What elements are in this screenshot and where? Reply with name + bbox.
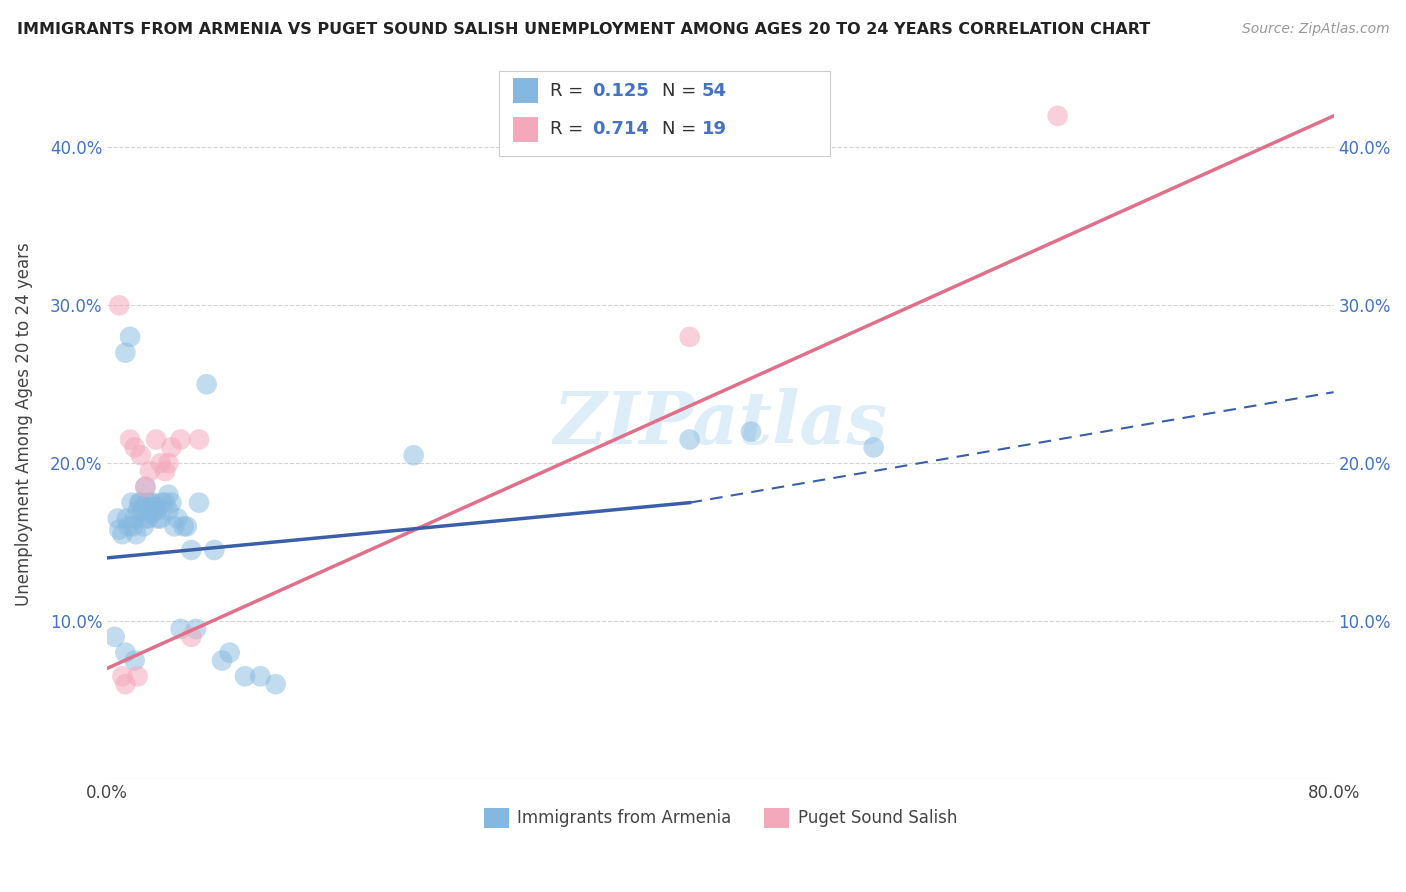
Point	[402, 448, 425, 462]
Point	[679, 433, 702, 447]
Point	[176, 519, 198, 533]
Point	[149, 456, 172, 470]
Point	[128, 496, 150, 510]
Point	[134, 511, 156, 525]
Point	[107, 511, 129, 525]
Point	[129, 496, 152, 510]
Point	[157, 503, 180, 517]
Point	[134, 480, 156, 494]
Legend: Immigrants from Armenia, Puget Sound Salish: Immigrants from Armenia, Puget Sound Sal…	[477, 801, 963, 835]
Point	[862, 441, 884, 455]
Text: R =: R =	[550, 120, 589, 138]
Point	[150, 496, 173, 510]
Point	[122, 519, 145, 533]
Point	[188, 496, 211, 510]
Point	[135, 496, 157, 510]
Point	[195, 377, 218, 392]
Point	[149, 511, 172, 525]
Text: ZIPatlas: ZIPatlas	[554, 388, 887, 459]
Point	[188, 433, 211, 447]
Point	[264, 677, 287, 691]
Point	[146, 511, 169, 525]
Text: R =: R =	[550, 82, 589, 100]
Text: 0.125: 0.125	[592, 82, 648, 100]
Point	[114, 345, 136, 359]
Point	[124, 653, 146, 667]
Point	[131, 503, 153, 517]
Point	[132, 519, 155, 533]
Point	[218, 646, 240, 660]
Point	[124, 511, 146, 525]
Point	[740, 425, 762, 439]
Point	[108, 523, 131, 537]
Point	[108, 298, 131, 312]
Text: N =: N =	[662, 82, 702, 100]
Text: Source: ZipAtlas.com: Source: ZipAtlas.com	[1241, 22, 1389, 37]
Point	[1046, 109, 1069, 123]
Point	[129, 448, 152, 462]
Point	[118, 330, 141, 344]
Point	[169, 433, 191, 447]
Point	[114, 646, 136, 660]
Point	[155, 496, 177, 510]
Point	[115, 511, 138, 525]
Point	[141, 507, 163, 521]
Point	[155, 464, 177, 478]
Point	[202, 543, 225, 558]
Point	[127, 503, 149, 517]
Point	[118, 433, 141, 447]
Point	[679, 330, 702, 344]
Point	[157, 488, 180, 502]
Point	[233, 669, 256, 683]
Text: 54: 54	[702, 82, 727, 100]
Point	[124, 441, 146, 455]
Point	[142, 496, 165, 510]
Text: 19: 19	[702, 120, 727, 138]
Text: N =: N =	[662, 120, 702, 138]
Point	[173, 519, 195, 533]
Point	[139, 496, 162, 510]
Point	[127, 669, 149, 683]
Point	[160, 441, 183, 455]
Point	[157, 456, 180, 470]
Point	[169, 622, 191, 636]
Point	[166, 511, 188, 525]
Point	[111, 669, 134, 683]
Point	[145, 433, 167, 447]
Point	[139, 464, 162, 478]
Point	[180, 543, 202, 558]
Point	[143, 500, 166, 515]
Point	[125, 527, 148, 541]
Point	[145, 503, 167, 517]
Text: 0.714: 0.714	[592, 120, 648, 138]
Text: IMMIGRANTS FROM ARMENIA VS PUGET SOUND SALISH UNEMPLOYMENT AMONG AGES 20 TO 24 Y: IMMIGRANTS FROM ARMENIA VS PUGET SOUND S…	[17, 22, 1150, 37]
Y-axis label: Unemployment Among Ages 20 to 24 years: Unemployment Among Ages 20 to 24 years	[15, 242, 32, 606]
Point	[114, 677, 136, 691]
Point	[163, 519, 186, 533]
Point	[211, 653, 233, 667]
Point	[184, 622, 207, 636]
Point	[104, 630, 127, 644]
Point	[117, 519, 139, 533]
Point	[111, 527, 134, 541]
Point	[160, 496, 183, 510]
Point	[138, 511, 160, 525]
Point	[121, 496, 143, 510]
Point	[180, 630, 202, 644]
Point	[134, 480, 156, 494]
Point	[249, 669, 271, 683]
